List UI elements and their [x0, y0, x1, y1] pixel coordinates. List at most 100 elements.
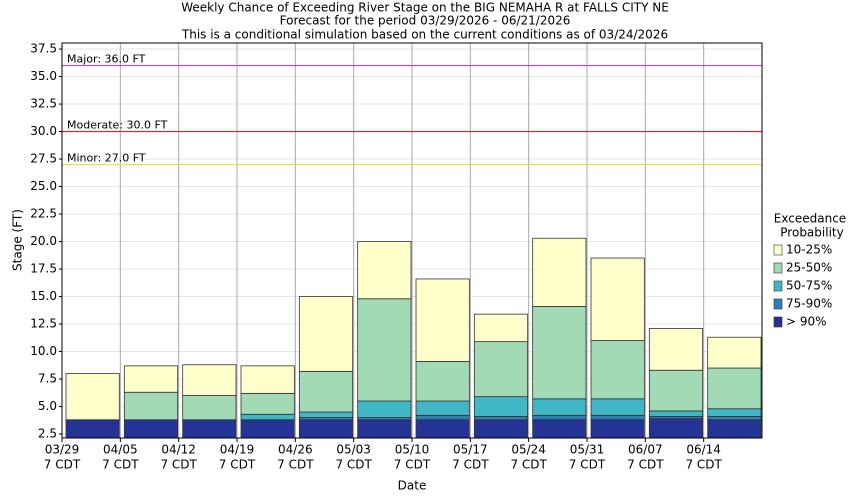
y-tick-label: 37.5: [30, 42, 57, 56]
bar-segment: [357, 298, 412, 402]
bar-segment: [415, 414, 470, 421]
bar-segment: [707, 419, 762, 439]
bar-segment: [707, 416, 762, 421]
bar-segment: [240, 392, 295, 415]
y-tick-label: 20.0: [30, 234, 57, 248]
bar-segment: [123, 391, 179, 421]
x-tick-label: 7 CDT: [44, 458, 81, 472]
x-tick-label: 7 CDT: [394, 458, 431, 472]
y-tick-label: 12.5: [30, 317, 57, 331]
x-tick-label: 7 CDT: [627, 458, 664, 472]
y-tick-label: 5.0: [38, 399, 57, 413]
x-tick-label: 7 CDT: [277, 458, 314, 472]
threshold-label: Major: 36.0 FT: [67, 53, 146, 66]
x-tick-label: 04/12: [161, 443, 196, 457]
bar-segment: [590, 414, 645, 421]
bar-segment: [532, 414, 587, 421]
x-tick-label: 7 CDT: [160, 458, 197, 472]
x-tick-label: 04/19: [220, 443, 255, 457]
x-tick-label: 05/03: [336, 443, 371, 457]
bar-segment: [648, 418, 704, 439]
legend-label: > 90%: [786, 315, 827, 329]
bar-segment: [240, 413, 295, 421]
x-tick-label: 03/29: [45, 443, 80, 457]
bar-segment: [415, 419, 470, 439]
bar-segment: [648, 410, 704, 417]
bar-segment: [473, 341, 529, 398]
y-tick-label: 25.0: [30, 179, 57, 193]
bar-segment: [415, 278, 470, 362]
bar-segment: [532, 419, 587, 439]
bar-segment: [473, 313, 529, 343]
x-tick-label: 04/26: [278, 443, 313, 457]
y-tick-label: 22.5: [30, 207, 57, 221]
bar-segment: [415, 400, 470, 416]
bar-segment: [415, 361, 470, 402]
legend-label: 10-25%: [786, 243, 832, 257]
bar-segment: [473, 396, 529, 417]
y-tick-label: 32.5: [30, 97, 57, 111]
legend-title: Probability: [780, 226, 843, 240]
bar-segment: [648, 328, 704, 371]
chart-subtitle: This is a conditional simulation based o…: [181, 28, 668, 42]
bar-segment: [65, 373, 120, 421]
x-tick-label: 7 CDT: [219, 458, 256, 472]
y-tick-label: 35.0: [30, 69, 57, 83]
y-tick-label: 27.5: [30, 152, 57, 166]
x-tick-label: 05/24: [511, 443, 546, 457]
bar-segment: [357, 400, 412, 418]
bar-segment: [240, 365, 295, 394]
bar-segment: [707, 336, 762, 369]
y-tick-label: 15.0: [30, 289, 57, 303]
x-tick-label: 05/17: [453, 443, 488, 457]
threshold-label: Moderate: 30.0 FT: [67, 119, 168, 132]
plot-frame: [61, 42, 763, 439]
legend-swatch: [773, 262, 783, 274]
bar-segment: [182, 395, 237, 421]
legend-label: 50-75%: [786, 279, 832, 293]
x-tick-label: 06/14: [686, 443, 721, 457]
chart-title: Weekly Chance of Exceeding River Stage o…: [181, 1, 669, 15]
chart-subtitle: Forecast for the period 03/29/2026 - 06/…: [280, 14, 571, 28]
bar-segment: [123, 365, 179, 393]
legend-swatch: [773, 280, 783, 292]
x-tick-label: 7 CDT: [102, 458, 139, 472]
bar-segment: [590, 257, 645, 341]
y-axis-label: Stage (FT): [11, 209, 25, 271]
x-axis-label: Date: [398, 479, 427, 493]
bar-segment: [182, 419, 237, 439]
bar-segment: [357, 241, 412, 300]
bar-segment: [707, 367, 762, 410]
bar-segment: [65, 419, 120, 439]
y-tick-label: 30.0: [30, 124, 57, 138]
bar-segment: [473, 419, 529, 439]
legend-label: 25-50%: [786, 261, 832, 275]
x-tick-label: 04/05: [103, 443, 138, 457]
x-tick-label: 7 CDT: [452, 458, 489, 472]
bar-segment: [123, 419, 179, 439]
x-tick-label: 7 CDT: [569, 458, 606, 472]
threshold-label: Minor: 27.0 FT: [67, 152, 146, 165]
bar-segment: [182, 364, 237, 396]
legend-swatch: [773, 244, 783, 256]
bar-segment: [532, 306, 587, 400]
bar-segment: [590, 398, 645, 416]
y-tick-label: 7.5: [38, 372, 57, 386]
y-tick-label: 10.0: [30, 344, 57, 358]
bar-segment: [590, 419, 645, 439]
bar-segment: [532, 398, 587, 416]
bar-segment: [707, 408, 762, 417]
x-tick-label: 06/07: [628, 443, 663, 457]
bar-segment: [648, 369, 704, 412]
bar-segment: [532, 237, 587, 307]
x-tick-label: 7 CDT: [335, 458, 372, 472]
x-tick-label: 7 CDT: [510, 458, 547, 472]
bar-segment: [473, 416, 529, 421]
bar-segment: [357, 419, 412, 439]
bar-segment: [590, 340, 645, 400]
bar-segment: [298, 370, 354, 413]
bar-segment: [298, 419, 354, 439]
x-tick-label: 7 CDT: [685, 458, 722, 472]
legend-swatch: [773, 316, 783, 328]
